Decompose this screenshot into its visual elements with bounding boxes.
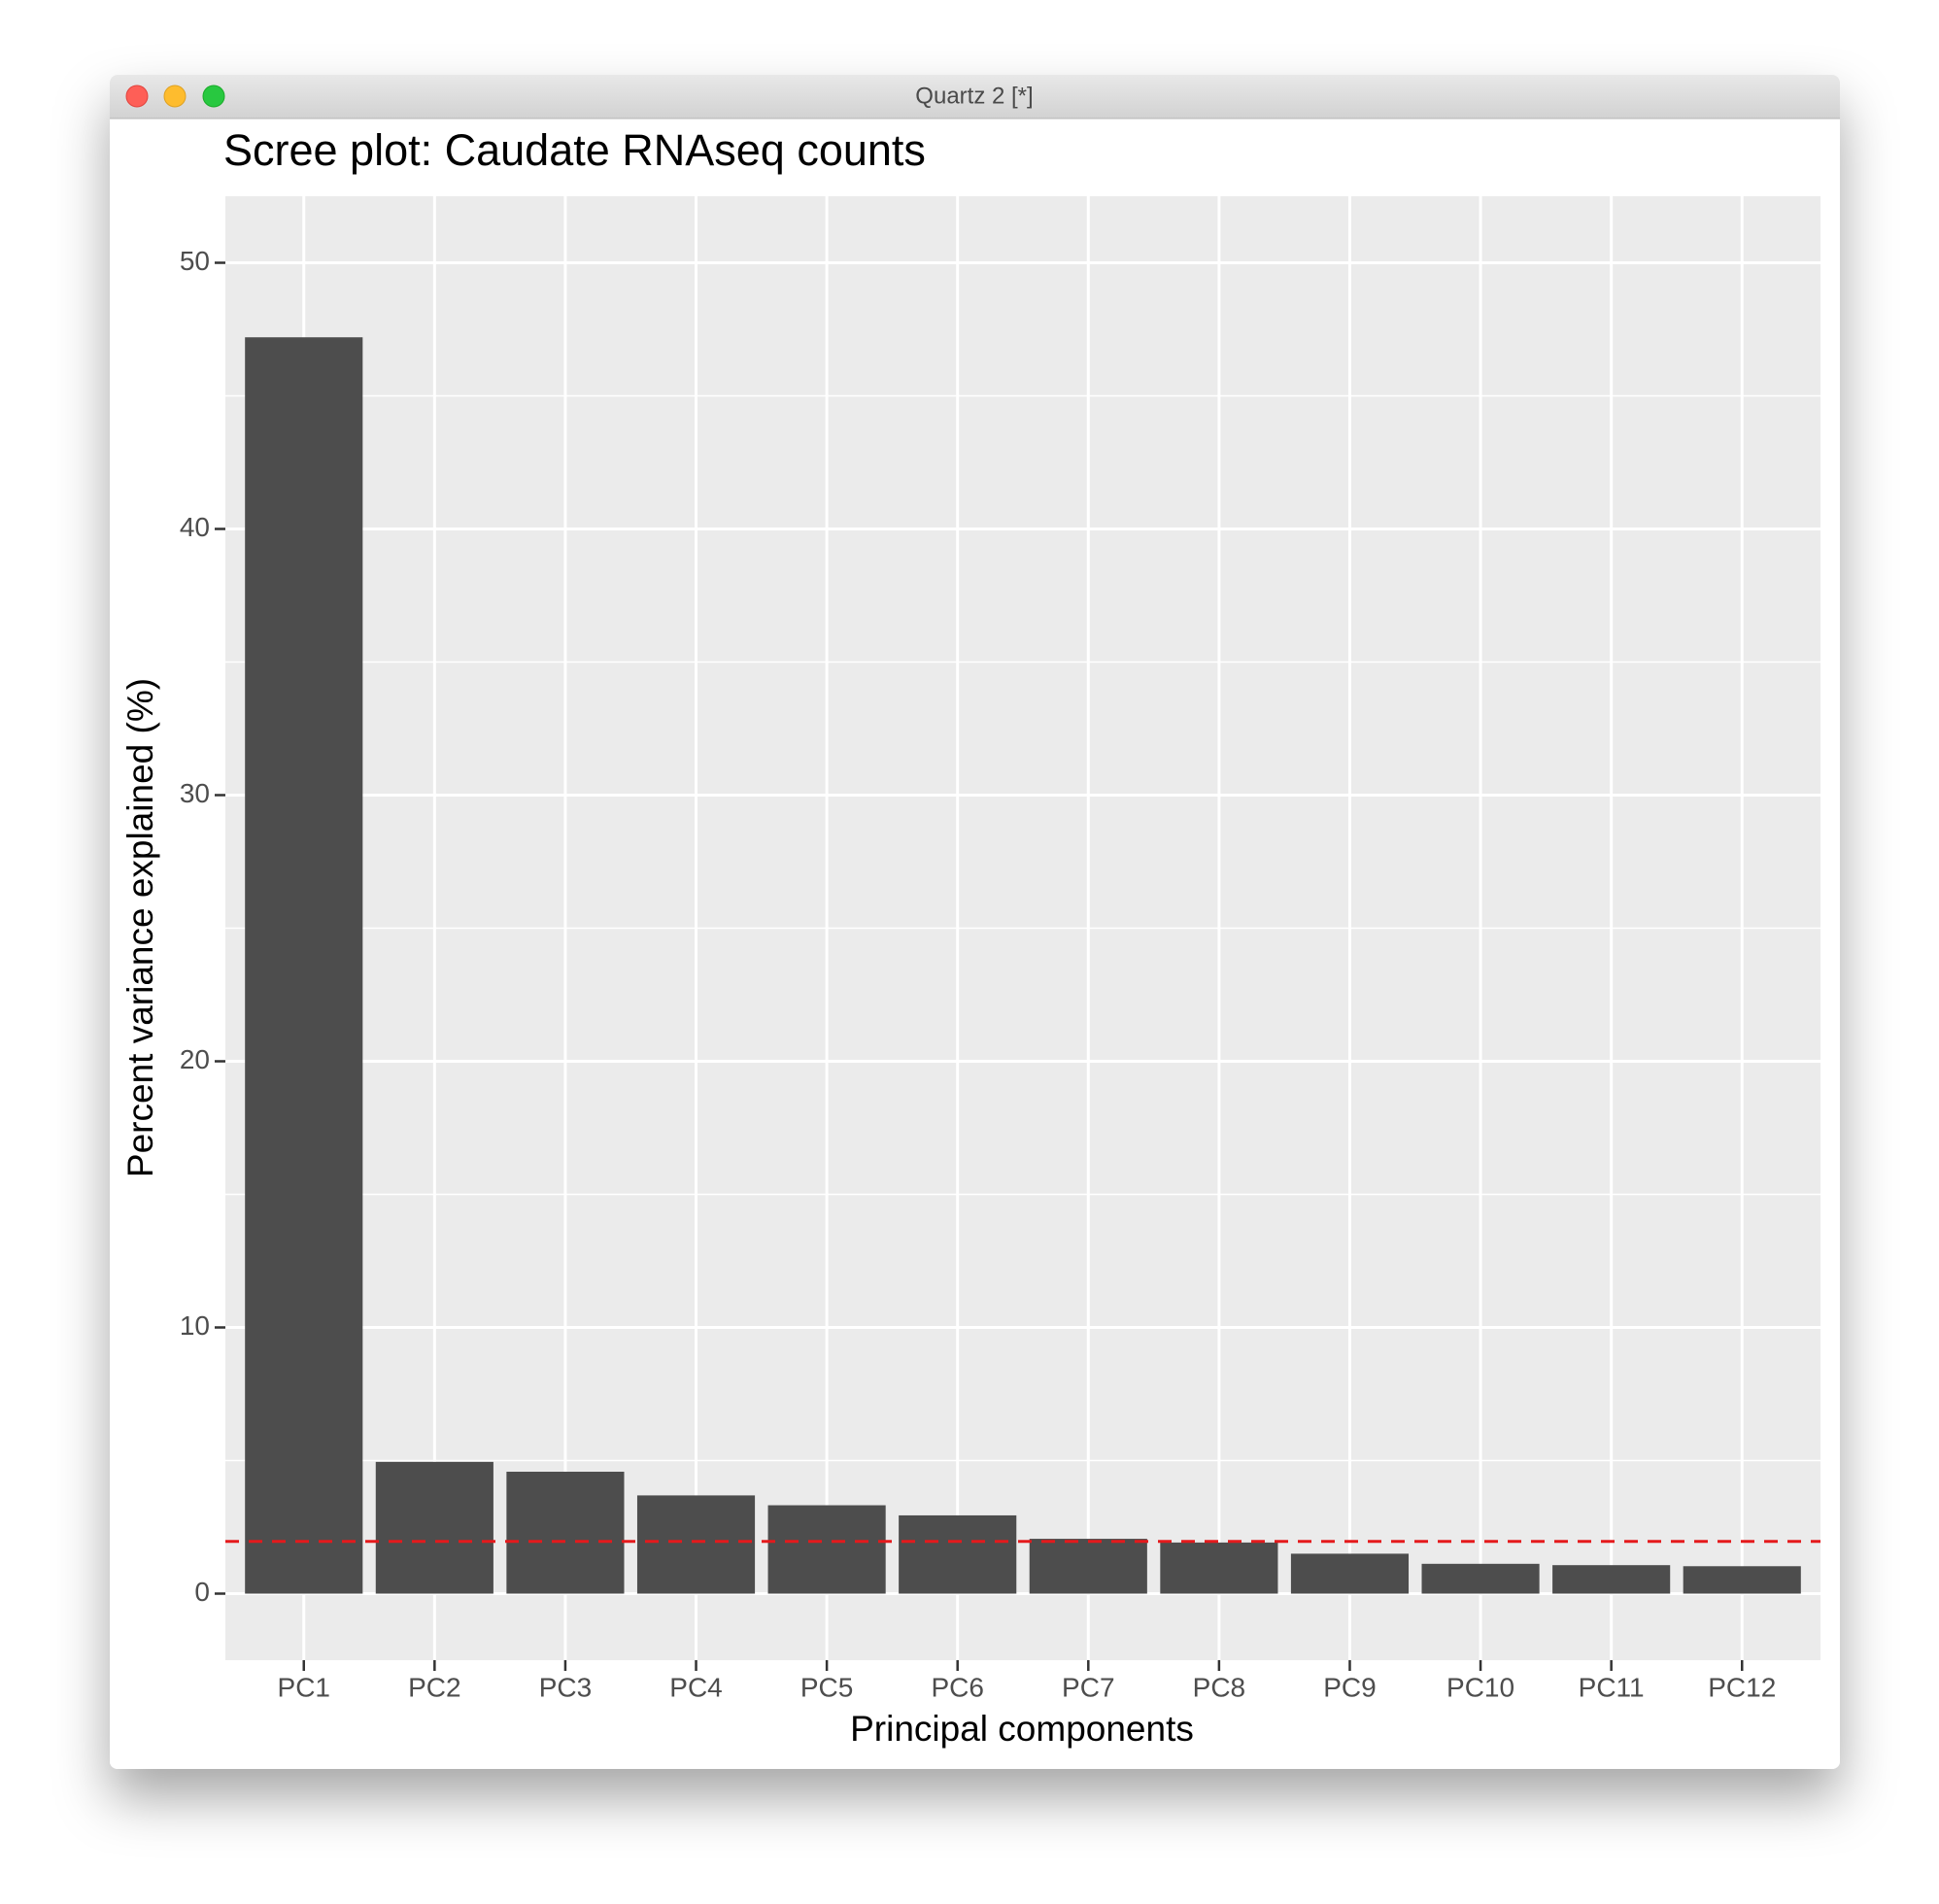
y-tick-label: 50 [180, 246, 210, 276]
x-tick-label: PC6 [931, 1672, 983, 1702]
bar [506, 1472, 625, 1594]
x-tick-label: PC12 [1708, 1672, 1776, 1702]
bar [636, 1495, 756, 1594]
x-tick-label: PC4 [669, 1672, 722, 1702]
chart-title: Scree plot: Caudate RNAseq counts [223, 125, 926, 175]
y-tick-label: 10 [180, 1310, 210, 1341]
x-tick-label: PC10 [1446, 1672, 1514, 1702]
y-tick-label: 40 [180, 512, 210, 542]
y-tick-label: 20 [180, 1044, 210, 1074]
y-axis-label: Percent variance explained (%) [120, 678, 160, 1177]
bar [1683, 1566, 1801, 1594]
bar [767, 1505, 886, 1594]
y-tick-label: 30 [180, 778, 210, 808]
bar [899, 1514, 1017, 1594]
title-bar [110, 75, 1840, 119]
y-tick-label: 0 [194, 1577, 210, 1607]
x-axis-label: Principal components [850, 1709, 1194, 1749]
x-tick-label: PC3 [539, 1672, 592, 1702]
x-tick-label: PC8 [1193, 1672, 1245, 1702]
bar [1552, 1565, 1671, 1594]
plot: 0 10 20 30 40 50 PC1 PC2 PC3 PC4 PC5 PC6 PC7 PC8 PC9 PC… [180, 196, 1820, 1702]
bar [1421, 1563, 1540, 1594]
bar [1160, 1542, 1278, 1594]
zoom-button[interactable] [202, 85, 225, 108]
window-title: Quartz 2 [*] [915, 83, 1033, 109]
x-tick-label: PC9 [1323, 1672, 1376, 1702]
x-tick-label: PC2 [408, 1672, 460, 1702]
bar [1290, 1553, 1410, 1594]
minimize-button[interactable] [163, 85, 187, 108]
bar [375, 1461, 493, 1594]
bar [245, 337, 363, 1594]
bar [1029, 1539, 1147, 1594]
x-tick-label: PC5 [800, 1672, 853, 1702]
x-tick-label: PC7 [1062, 1672, 1114, 1702]
x-tick-label: PC11 [1579, 1672, 1645, 1702]
x-tick-label: PC1 [278, 1672, 330, 1702]
close-button[interactable] [125, 85, 149, 108]
